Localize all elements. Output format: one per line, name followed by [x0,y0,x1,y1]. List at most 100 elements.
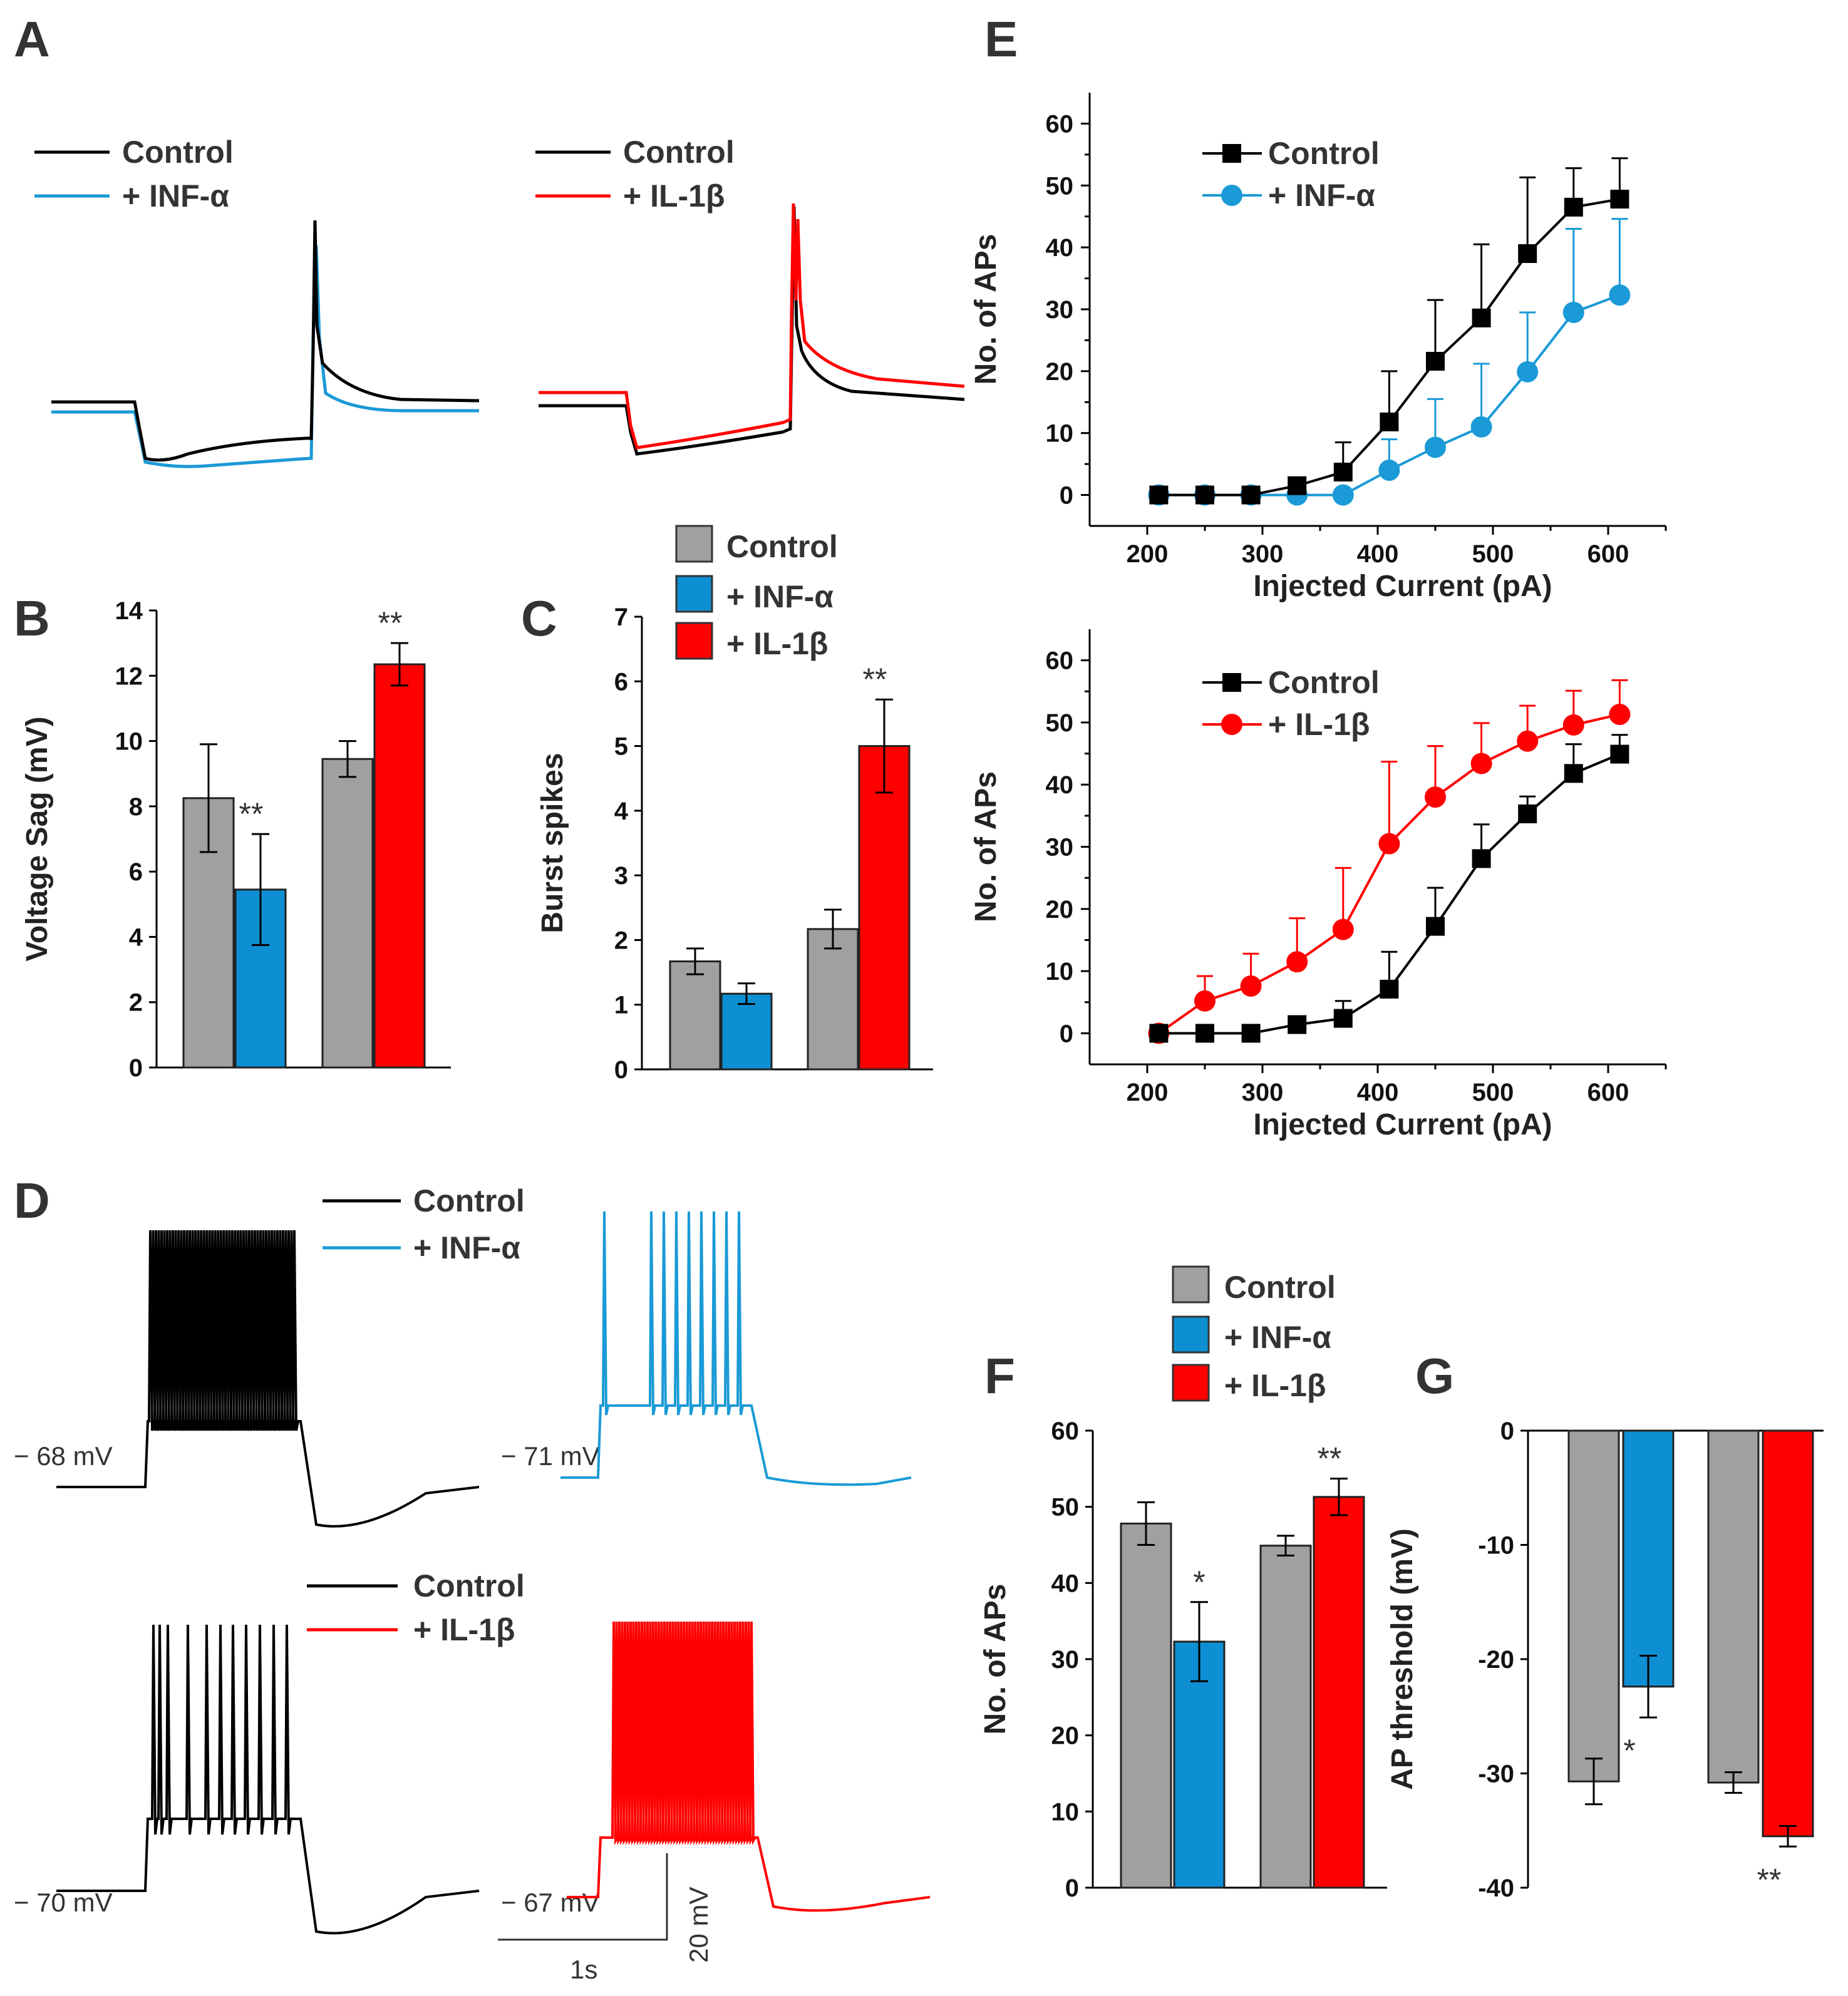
y-axis-title: AP threshold (mV) [1386,1528,1419,1790]
panel-label-d: D [14,1173,50,1228]
bar-3 [373,663,426,1069]
data-point [1240,975,1262,997]
chart-aps-inf: 0 10 20 30 40 50 60 200 300 400 500 600 Injected Cur… [969,93,1667,603]
data-point [1332,918,1354,940]
y-tick-label: 0 [1065,1875,1079,1902]
legend-swatch-control [675,525,713,563]
data-point [1241,1024,1261,1043]
significance-mark: * [1193,1565,1205,1600]
scale-voltage-label: 20 mV [684,1887,713,1963]
x-tick-label: 500 [1472,540,1514,568]
data-point [1609,284,1631,306]
data-point [1333,462,1353,481]
data-point [1333,1009,1353,1028]
bar-3 [1762,1429,1814,1838]
panel-label-a: A [14,11,50,67]
legend-label-il: + IL-1β [726,626,829,661]
y-tick-label: 60 [1046,110,1074,138]
y-tick-label: 0 [614,1056,628,1084]
data-point [1610,190,1629,209]
legend-marker [1222,144,1241,163]
y-tick-label: 8 [129,793,143,821]
bar-1 [720,992,773,1071]
data-point [1241,485,1261,505]
significance-mark: ** [1757,1862,1782,1897]
y-tick-label: 6 [129,858,143,886]
significance-mark: ** [239,796,264,831]
y-tick-label: 40 [1046,234,1074,262]
data-point [1564,764,1583,783]
y-tick-label: 60 [1051,1417,1080,1445]
x-axis-title: Injected Current (pA) [1253,1108,1552,1141]
y-tick-label: 10 [1051,1798,1080,1826]
panel-d-bottom-legend: Control + IL-1β [307,1568,525,1647]
data-point [1517,361,1539,383]
data-point [1286,951,1308,973]
y-tick-label: 30 [1051,1646,1080,1674]
scale-time-label: 1s [570,1955,597,1984]
x-tick-label: 600 [1587,1079,1629,1106]
significance-mark: ** [1318,1441,1342,1476]
legend-label-il: + IL-1β [623,178,725,213]
data-point [1425,436,1446,458]
bar-0 [1120,1522,1172,1889]
y-tick-label: 10 [1046,420,1074,448]
legend-marker [1221,714,1242,735]
legend-swatch-il [675,622,713,660]
y-tick-label: 2 [129,989,143,1017]
y-tick-label: 30 [1046,834,1074,862]
y-tick-label: 50 [1051,1494,1080,1521]
data-point [1472,308,1491,327]
legend-label-control: Control [413,1183,525,1218]
y-tick-label: 10 [115,728,143,756]
data-point [1564,197,1583,217]
trace-inf [560,1211,912,1486]
panel-a-left-traces [51,220,480,468]
trace-control [539,206,965,456]
data-point [1425,786,1446,808]
y-tick-label: 0 [129,1054,143,1082]
scale-bar-lines [498,1853,668,1941]
x-axis-title: Injected Current (pA) [1253,570,1552,603]
data-point [1380,412,1399,431]
bar-2 [807,928,859,1071]
y-tick-label: 14 [115,597,143,625]
legend-swatch-il [1172,1364,1210,1402]
x-tick-label: 400 [1357,540,1399,568]
legend-label-inf: + INF-α [726,579,834,614]
y-axis-title: No. of APs [979,1584,1012,1735]
y-tick-label: 50 [1046,172,1074,200]
y-tick-label: 0 [1500,1417,1514,1445]
legend-label-inf: + INF-α [1224,1320,1331,1355]
bar-1 [1173,1640,1226,1889]
trace-il [539,203,965,450]
legend-label: + INF-α [1268,178,1375,213]
y-tick-label: 40 [1051,1570,1080,1597]
legend-swatch-control [1172,1265,1210,1304]
legend-label-il: + IL-1β [413,1612,515,1647]
panel-label-e: E [984,11,1018,67]
y-tick-label: 30 [1046,296,1074,324]
x-tick-label: 600 [1587,540,1629,568]
bar-0 [1567,1429,1620,1783]
legend-swatch-inf [675,575,713,613]
y-axis-title: Burst spikes [536,753,569,933]
significance-mark: ** [378,605,403,640]
legend-swatch-inf [1172,1315,1210,1354]
significance-mark: ** [863,662,887,697]
y-tick-label: 0 [1060,482,1073,510]
data-point [1195,485,1214,505]
legend-label-inf: + INF-α [413,1230,520,1265]
data-point [1470,416,1492,438]
legend-label: Control [1268,136,1380,171]
y-tick-label: 4 [129,923,143,951]
bar-2 [1259,1545,1312,1889]
data-point [1149,1024,1169,1043]
legend-label-control: Control [623,135,735,170]
legend-label: + IL-1β [1268,707,1370,742]
trace-control-bottom [56,1624,480,1935]
legend-marker [1222,673,1241,692]
data-point [1562,714,1584,736]
